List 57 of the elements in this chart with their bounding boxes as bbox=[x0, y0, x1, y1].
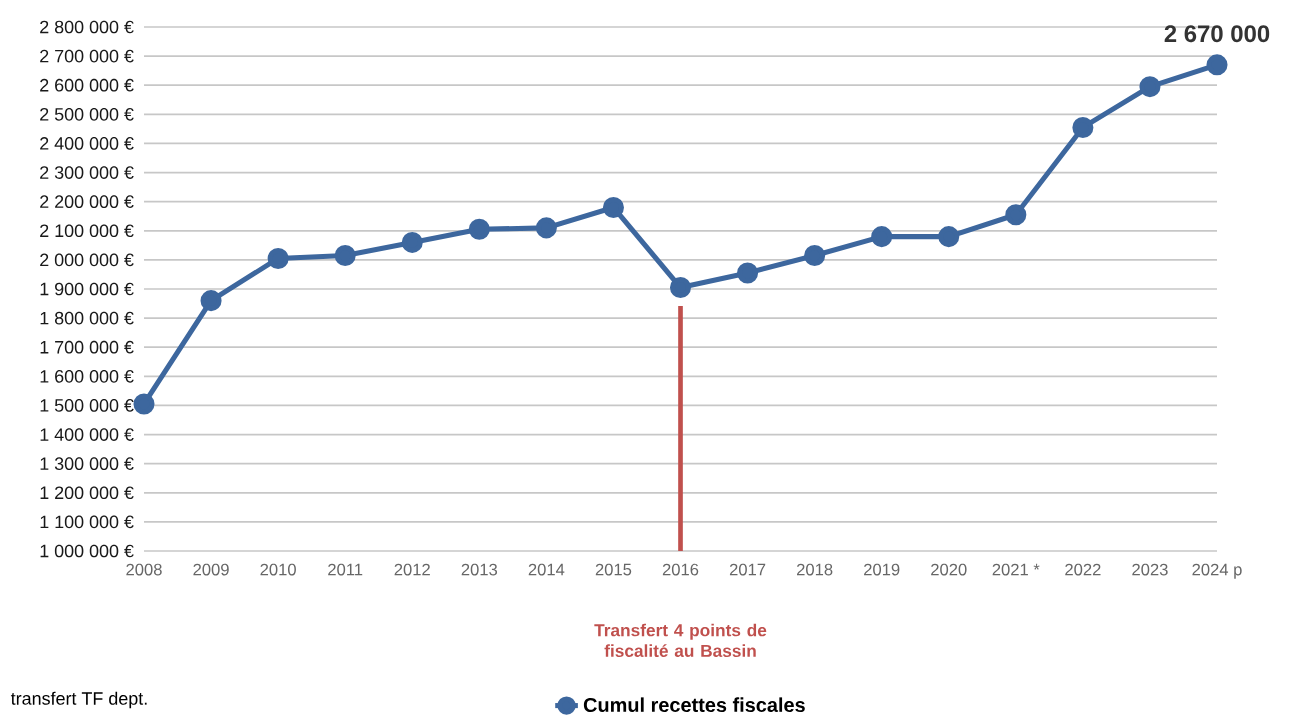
y-tick-label: 1 500 000 € bbox=[40, 399, 134, 412]
y-tick-label: 1 000 000 € bbox=[40, 544, 134, 558]
point bbox=[468, 218, 490, 240]
point bbox=[871, 226, 893, 248]
text: transfert TF dept. bbox=[10, 691, 147, 709]
x-tick-label: 2013 bbox=[461, 563, 498, 576]
y-tick-label: 1 600 000 € bbox=[40, 369, 134, 383]
point bbox=[267, 247, 289, 269]
point bbox=[1206, 54, 1228, 76]
y-tick-label: 2 100 000 € bbox=[40, 224, 134, 238]
point bbox=[535, 217, 557, 239]
point bbox=[938, 226, 960, 248]
x-tick-label: 2023 bbox=[1132, 563, 1168, 576]
y-tick-label: 1 200 000 € bbox=[40, 486, 134, 500]
y-tick-label: 2 700 000 € bbox=[40, 49, 134, 63]
x-tick-label: 2009 bbox=[193, 563, 229, 576]
y-tick-label: 2 600 000 € bbox=[40, 78, 134, 92]
point bbox=[133, 393, 155, 415]
legend-label: Cumul recettes fiscales bbox=[583, 697, 805, 712]
y-tick-label: 1 400 000 € bbox=[40, 428, 134, 441]
point bbox=[737, 262, 759, 284]
y-tick-label: 1 800 000 € bbox=[40, 311, 134, 325]
y-tick-label: 2 200 000 € bbox=[40, 195, 134, 208]
y-tick-label: 2 000 000 € bbox=[40, 253, 134, 267]
point bbox=[1139, 76, 1161, 98]
x-tick-label: 2021 * bbox=[992, 563, 1040, 576]
y-tick-label: 2 300 000 € bbox=[40, 166, 134, 179]
x-tick-label: 2015 bbox=[595, 563, 632, 576]
x-tick-label: 2018 bbox=[797, 563, 833, 576]
y-tick-label: 1 900 000 € bbox=[40, 282, 134, 296]
x-tick-label: 2014 bbox=[528, 563, 565, 576]
x-tick-label: 2012 bbox=[394, 563, 430, 576]
point bbox=[200, 290, 222, 312]
data-label: 2 670 000 bbox=[1164, 25, 1270, 43]
x-tick-label: 2016 bbox=[662, 563, 699, 576]
point bbox=[401, 231, 423, 253]
y-tick-label: 1 700 000 € bbox=[40, 340, 134, 354]
point bbox=[1072, 116, 1094, 138]
point bbox=[804, 244, 826, 267]
x-tick-label: 2020 bbox=[931, 563, 967, 576]
point bbox=[334, 244, 356, 267]
x-tick-label: 2019 bbox=[864, 563, 900, 576]
y-tick-label: 1 100 000 € bbox=[40, 515, 134, 529]
point bbox=[669, 277, 692, 299]
y-tick-label: 1 300 000 € bbox=[40, 457, 134, 471]
x-tick-label: 2022 bbox=[1065, 563, 1101, 576]
y-tick-label: 2 400 000 € bbox=[40, 137, 134, 150]
y-tick-label: 2 800 000 € bbox=[40, 20, 134, 34]
x-tick-label: 2017 bbox=[729, 563, 766, 576]
ref-line-label: Transfert 4 points de fiscalité au Bassin bbox=[594, 623, 767, 657]
y-tick-label: 2 500 000 € bbox=[40, 107, 134, 121]
point bbox=[602, 196, 624, 219]
x-tick-label: 2008 bbox=[126, 563, 162, 576]
x-tick-label: 2024 p bbox=[1192, 563, 1242, 579]
point bbox=[1005, 204, 1027, 226]
x-tick-label: 2011 bbox=[328, 563, 363, 576]
x-tick-label: 2010 bbox=[260, 563, 296, 576]
